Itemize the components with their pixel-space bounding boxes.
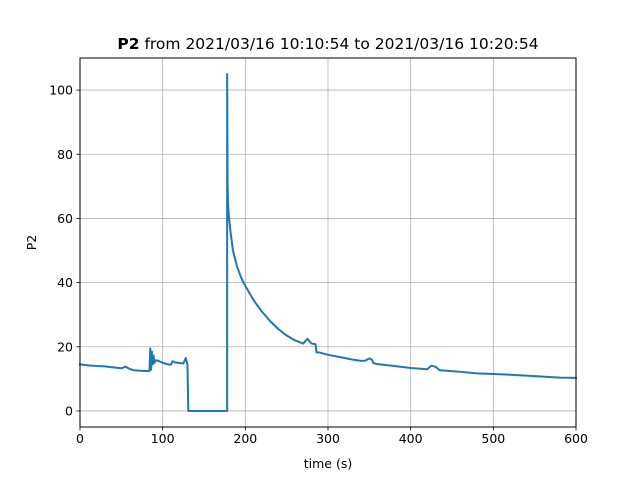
chart-title-bold: P2 xyxy=(117,35,139,53)
x-tick-label: 100 xyxy=(151,431,175,446)
y-tick-label: 100 xyxy=(49,83,73,98)
y-tick-label: 40 xyxy=(57,275,73,290)
y-tick-label: 20 xyxy=(57,339,73,354)
x-tick-label: 0 xyxy=(76,431,84,446)
axes-frame xyxy=(79,57,577,428)
chart-title-rest: from 2021/03/16 10:10:54 to 2021/03/16 1… xyxy=(140,35,539,53)
ticks: 0 100 200 300 400 500 600 0 20 40 60 80 100 xyxy=(49,83,588,446)
y-tick-label: 80 xyxy=(57,147,73,162)
y-tick-label: 60 xyxy=(57,211,73,226)
x-tick-label: 200 xyxy=(233,431,257,446)
x-tick-label: 500 xyxy=(481,431,505,446)
x-tick-label: 300 xyxy=(316,431,340,446)
x-tick-label: 600 xyxy=(564,431,588,446)
x-axis-label: time (s) xyxy=(304,456,352,471)
y-axis-label: P2 xyxy=(24,235,39,251)
chart-title: P2 from 2021/03/16 10:10:54 to 2021/03/1… xyxy=(117,35,538,53)
series-line-1 xyxy=(78,73,578,412)
grid xyxy=(79,58,577,427)
x-tick-label: 400 xyxy=(399,431,423,446)
plot-area xyxy=(78,73,578,412)
y-tick-label: 0 xyxy=(65,403,73,418)
